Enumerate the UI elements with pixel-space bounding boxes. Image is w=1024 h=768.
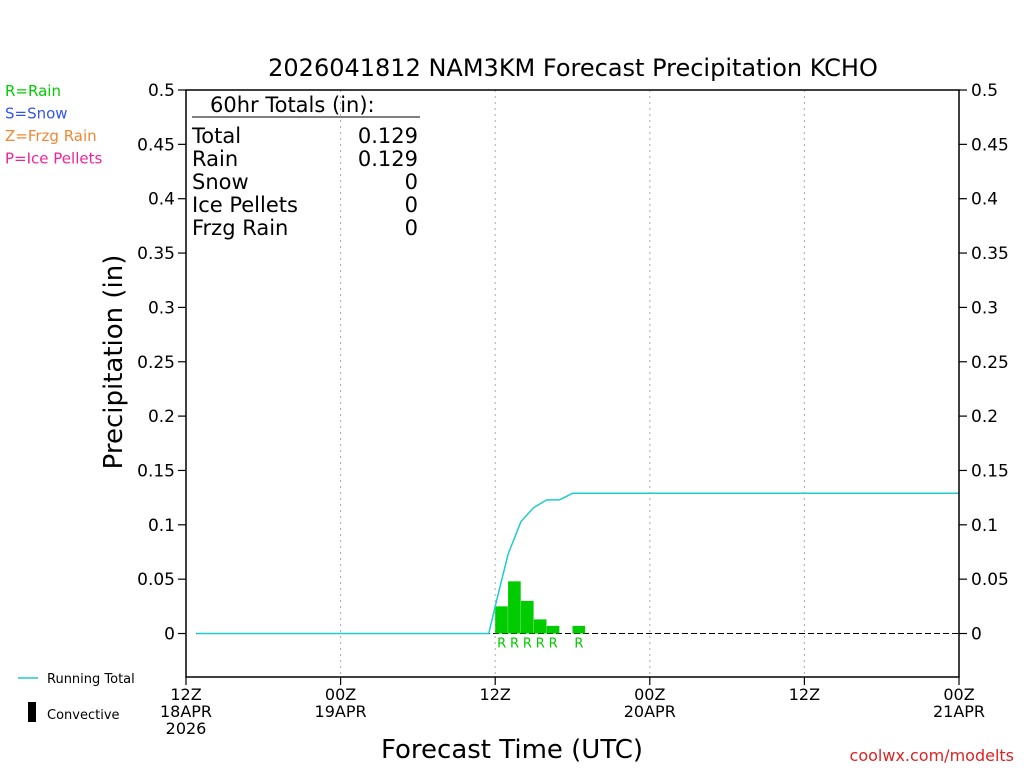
y-tick-label-right: 0.35	[971, 244, 1009, 264]
x-tick-label: 12Z	[170, 685, 201, 704]
y-tick-label-right: 0.3	[971, 298, 998, 318]
totals-row-value: 0	[405, 216, 418, 240]
bottom-legend: Running Total Convective	[18, 672, 135, 723]
ptype-legend-item: S=Snow	[5, 105, 68, 123]
precip-bar	[508, 581, 521, 634]
y-tick-label-left: 0.1	[148, 516, 175, 536]
ptype-legend-item: P=Ice Pellets	[5, 150, 102, 168]
ptype-letter: R	[574, 637, 583, 652]
totals-title: 60hr Totals (in):	[210, 93, 375, 117]
y-tick-label-right: 0.05	[971, 570, 1009, 590]
x-tick-label: 19APR	[315, 702, 367, 721]
totals-box: 60hr Totals (in): Total 0.129 Rain 0.129 Sno…	[191, 93, 420, 240]
totals-row-label: Frzg Rain	[192, 216, 288, 240]
precip-bar	[520, 600, 534, 634]
y-axis-left: 0 0.05 0.1 0.15 0.2 0.25 0.3 0.35 0.4 0.45 0.5	[137, 81, 186, 645]
y-tick-label-right: 0.45	[971, 135, 1009, 155]
y-axis-right: 0 0.05 0.1 0.15 0.2 0.25 0.3 0.35 0.4 0.45 0.5	[959, 81, 1009, 645]
x-tick-label: 00Z	[634, 685, 665, 704]
y-tick-label-left: 0	[164, 625, 175, 645]
x-tick-label: 12Z	[480, 685, 511, 704]
y-axis-label: Precipitation (in)	[99, 255, 129, 470]
y-tick-label-left: 0.25	[137, 353, 175, 373]
precip-bar	[533, 619, 547, 634]
totals-row-value: 0	[405, 193, 418, 217]
y-tick-label-left: 0.45	[137, 135, 175, 155]
running-total-legend-label: Running Total	[47, 672, 135, 687]
ptype-letter: R	[536, 637, 545, 652]
x-tick-label: 21APR	[933, 702, 985, 721]
x-tick-label: 18APR	[160, 702, 212, 721]
convective-legend-swatch	[28, 702, 36, 722]
x-tick-label: 00Z	[943, 685, 974, 704]
totals-row-label: Ice Pellets	[192, 193, 298, 217]
x-tick-label: 20APR	[624, 702, 676, 721]
plot-frame	[185, 89, 960, 678]
ptype-letter: R	[549, 637, 558, 652]
ptype-letter: R	[523, 637, 532, 652]
ptype-letter: R	[497, 637, 506, 652]
ptype-legend-item: R=Rain	[5, 82, 61, 100]
precip-bar	[546, 625, 560, 634]
running-total-layer	[196, 492, 959, 635]
y-tick-label-left: 0.15	[137, 461, 175, 481]
y-tick-label-left: 0.5	[148, 81, 175, 101]
credit-text: coolwx.com/modelts	[850, 746, 1014, 765]
grid-layer	[340, 90, 805, 677]
totals-row-value: 0.129	[358, 124, 418, 148]
y-tick-label-right: 0.5	[971, 81, 998, 101]
y-tick-label-right: 0.25	[971, 353, 1009, 373]
y-tick-label-right: 0	[971, 625, 982, 645]
y-tick-label-left: 0.3	[148, 298, 175, 318]
y-tick-label-right: 0.4	[971, 190, 998, 210]
ptype-legend: R=Rain S=Snow Z=Frzg Rain P=Ice Pellets	[5, 82, 102, 168]
running-total-line	[196, 492, 959, 635]
y-tick-label-left: 0.35	[137, 244, 175, 264]
totals-row-label: Snow	[192, 170, 249, 194]
y-tick-label-right: 0.15	[971, 461, 1009, 481]
precip-bar	[572, 625, 586, 634]
ptype-letter: R	[510, 637, 519, 652]
totals-row-value: 0.129	[358, 147, 418, 171]
x-tick-label: 12Z	[789, 685, 820, 704]
totals-row-value: 0	[405, 170, 418, 194]
convective-legend-label: Convective	[47, 708, 120, 723]
x-axis-label: Forecast Time (UTC)	[381, 735, 643, 765]
y-tick-label-left: 0.05	[137, 570, 175, 590]
y-tick-label-right: 0.1	[971, 516, 998, 536]
totals-row-label: Rain	[192, 147, 238, 171]
y-tick-label-left: 0.4	[148, 190, 175, 210]
ptype-legend-item: Z=Frzg Rain	[5, 127, 97, 145]
precip-bar	[495, 606, 508, 634]
x-tick-label: 2026	[166, 719, 207, 738]
y-tick-label-left: 0.2	[148, 407, 175, 427]
totals-row-label: Total	[191, 124, 241, 148]
x-tick-label: 00Z	[325, 685, 356, 704]
chart-title: 2026041812 NAM3KM Forecast Precipitation…	[268, 54, 878, 82]
y-tick-label-right: 0.2	[971, 407, 998, 427]
